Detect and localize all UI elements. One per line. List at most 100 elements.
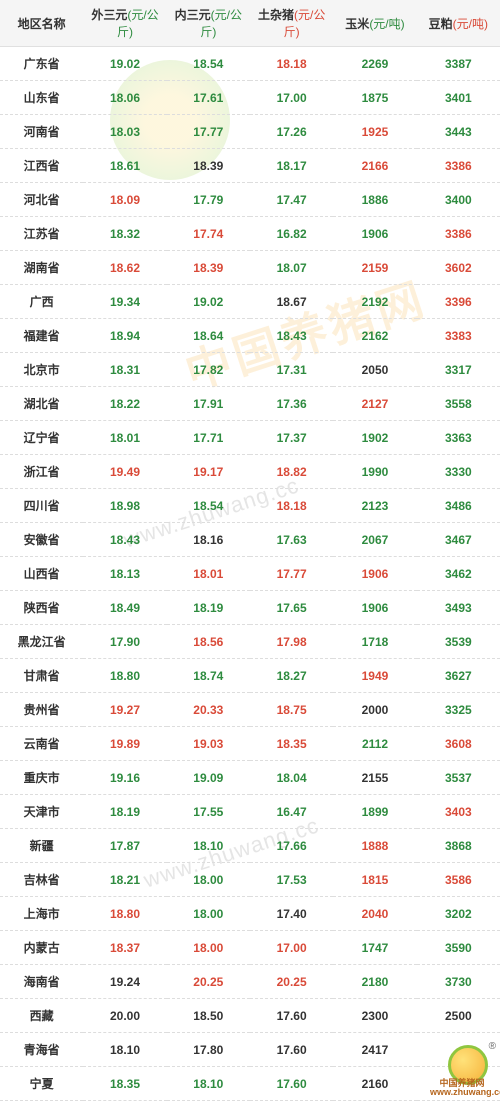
col-header: 内三元(元/公斤) xyxy=(167,0,250,47)
region-cell: 广西 xyxy=(0,285,83,319)
value-cell: 1886 xyxy=(333,183,416,217)
value-cell: 3486 xyxy=(417,489,500,523)
value-cell: 18.10 xyxy=(167,1067,250,1101)
region-cell: 陕西省 xyxy=(0,591,83,625)
value-cell: 17.60 xyxy=(250,1033,333,1067)
value-cell: 17.40 xyxy=(250,897,333,931)
value-cell: 18.13 xyxy=(83,557,166,591)
value-cell: 17.71 xyxy=(167,421,250,455)
value-cell: 2162 xyxy=(333,319,416,353)
table-header-row: 地区名称外三元(元/公斤)内三元(元/公斤)土杂猪(元/公斤)玉米(元/吨)豆粕… xyxy=(0,0,500,47)
region-cell: 贵州省 xyxy=(0,693,83,727)
table-row: 上海市18.8018.0017.4020403202 xyxy=(0,897,500,931)
table-row: 西藏20.0018.5017.6023002500 xyxy=(0,999,500,1033)
value-cell: 17.77 xyxy=(250,557,333,591)
value-cell: 18.00 xyxy=(167,863,250,897)
value-cell: 17.53 xyxy=(250,863,333,897)
value-cell: 1875 xyxy=(333,81,416,115)
value-cell: 2040 xyxy=(333,897,416,931)
value-cell: 18.10 xyxy=(83,1033,166,1067)
value-cell: 19.34 xyxy=(83,285,166,319)
value-cell: 18.10 xyxy=(167,829,250,863)
value-cell: 18.37 xyxy=(83,931,166,965)
value-cell: 2160 xyxy=(333,1067,416,1101)
region-cell: 天津市 xyxy=(0,795,83,829)
value-cell: 1888 xyxy=(333,829,416,863)
table-row: 浙江省19.4919.1718.8219903330 xyxy=(0,455,500,489)
region-cell: 北京市 xyxy=(0,353,83,387)
value-cell: 2123 xyxy=(333,489,416,523)
table-row: 宁夏18.3518.1017.602160 xyxy=(0,1067,500,1101)
region-cell: 海南省 xyxy=(0,965,83,999)
logo-caption: 中国养猪网 www.zhuwang.cc xyxy=(430,1079,494,1097)
value-cell: 19.17 xyxy=(167,455,250,489)
value-cell: 18.03 xyxy=(83,115,166,149)
value-cell: 18.80 xyxy=(83,897,166,931)
table-row: 河北省18.0917.7917.4718863400 xyxy=(0,183,500,217)
value-cell: 19.02 xyxy=(83,47,166,81)
value-cell: 17.91 xyxy=(167,387,250,421)
value-cell: 17.74 xyxy=(167,217,250,251)
value-cell: 18.74 xyxy=(167,659,250,693)
value-cell: 19.09 xyxy=(167,761,250,795)
value-cell: 19.16 xyxy=(83,761,166,795)
value-cell: 19.24 xyxy=(83,965,166,999)
value-cell: 3537 xyxy=(417,761,500,795)
table-row: 贵州省19.2720.3318.7520003325 xyxy=(0,693,500,727)
table-row: 河南省18.0317.7717.2619253443 xyxy=(0,115,500,149)
region-cell: 浙江省 xyxy=(0,455,83,489)
value-cell: 18.67 xyxy=(250,285,333,319)
table-row: 湖南省18.6218.3918.0721593602 xyxy=(0,251,500,285)
region-cell: 宁夏 xyxy=(0,1067,83,1101)
value-cell: 3539 xyxy=(417,625,500,659)
table-row: 云南省19.8919.0318.3521123608 xyxy=(0,727,500,761)
value-cell: 1925 xyxy=(333,115,416,149)
table-row: 天津市18.1917.5516.4718993403 xyxy=(0,795,500,829)
value-cell: 18.43 xyxy=(83,523,166,557)
value-cell: 3602 xyxy=(417,251,500,285)
table-row: 福建省18.9418.6418.4321623383 xyxy=(0,319,500,353)
value-cell: 3558 xyxy=(417,387,500,421)
region-cell: 四川省 xyxy=(0,489,83,523)
table-row: 海南省19.2420.2520.2521803730 xyxy=(0,965,500,999)
value-cell: 18.01 xyxy=(83,421,166,455)
value-cell: 17.87 xyxy=(83,829,166,863)
value-cell: 17.90 xyxy=(83,625,166,659)
value-cell: 3363 xyxy=(417,421,500,455)
region-cell: 上海市 xyxy=(0,897,83,931)
value-cell: 20.33 xyxy=(167,693,250,727)
value-cell: 18.62 xyxy=(83,251,166,285)
region-cell: 福建省 xyxy=(0,319,83,353)
value-cell: 3586 xyxy=(417,863,500,897)
price-table: 地区名称外三元(元/公斤)内三元(元/公斤)土杂猪(元/公斤)玉米(元/吨)豆粕… xyxy=(0,0,500,1101)
value-cell: 3608 xyxy=(417,727,500,761)
value-cell: 18.22 xyxy=(83,387,166,421)
region-cell: 吉林省 xyxy=(0,863,83,897)
value-cell: 3401 xyxy=(417,81,500,115)
table-row: 江西省18.6118.3918.1721663386 xyxy=(0,149,500,183)
value-cell: 18.16 xyxy=(167,523,250,557)
region-cell: 新疆 xyxy=(0,829,83,863)
value-cell: 18.39 xyxy=(167,149,250,183)
value-cell: 16.47 xyxy=(250,795,333,829)
value-cell: 18.21 xyxy=(83,863,166,897)
value-cell: 2159 xyxy=(333,251,416,285)
value-cell: 17.65 xyxy=(250,591,333,625)
region-cell: 内蒙古 xyxy=(0,931,83,965)
region-cell: 江西省 xyxy=(0,149,83,183)
value-cell: 17.26 xyxy=(250,115,333,149)
value-cell: 1747 xyxy=(333,931,416,965)
value-cell: 17.60 xyxy=(250,999,333,1033)
value-cell: 18.98 xyxy=(83,489,166,523)
value-cell: 3396 xyxy=(417,285,500,319)
value-cell: 17.98 xyxy=(250,625,333,659)
value-cell: 18.56 xyxy=(167,625,250,659)
value-cell: 3590 xyxy=(417,931,500,965)
value-cell: 18.61 xyxy=(83,149,166,183)
value-cell: 1949 xyxy=(333,659,416,693)
table-row: 安徽省18.4318.1617.6320673467 xyxy=(0,523,500,557)
table-row: 四川省18.9818.5418.1821233486 xyxy=(0,489,500,523)
value-cell: 18.19 xyxy=(83,795,166,829)
value-cell: 2127 xyxy=(333,387,416,421)
region-cell: 广东省 xyxy=(0,47,83,81)
